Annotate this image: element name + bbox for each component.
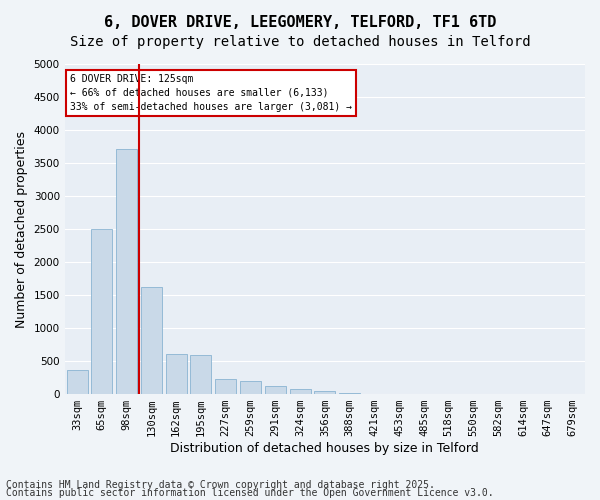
Bar bbox=[265, 386, 286, 394]
Bar bbox=[240, 381, 261, 394]
Text: Contains public sector information licensed under the Open Government Licence v3: Contains public sector information licen… bbox=[6, 488, 494, 498]
Text: 6 DOVER DRIVE: 125sqm
← 66% of detached houses are smaller (6,133)
33% of semi-d: 6 DOVER DRIVE: 125sqm ← 66% of detached … bbox=[70, 74, 352, 112]
Bar bbox=[141, 287, 162, 394]
Bar bbox=[339, 393, 360, 394]
Bar bbox=[116, 148, 137, 394]
Bar bbox=[67, 370, 88, 394]
Bar bbox=[215, 379, 236, 394]
X-axis label: Distribution of detached houses by size in Telford: Distribution of detached houses by size … bbox=[170, 442, 479, 455]
Bar bbox=[166, 354, 187, 394]
Y-axis label: Number of detached properties: Number of detached properties bbox=[15, 130, 28, 328]
Bar bbox=[290, 389, 311, 394]
Bar bbox=[91, 229, 112, 394]
Text: Contains HM Land Registry data © Crown copyright and database right 2025.: Contains HM Land Registry data © Crown c… bbox=[6, 480, 435, 490]
Bar bbox=[314, 391, 335, 394]
Text: Size of property relative to detached houses in Telford: Size of property relative to detached ho… bbox=[70, 35, 530, 49]
Bar bbox=[190, 355, 211, 394]
Text: 6, DOVER DRIVE, LEEGOMERY, TELFORD, TF1 6TD: 6, DOVER DRIVE, LEEGOMERY, TELFORD, TF1 … bbox=[104, 15, 496, 30]
